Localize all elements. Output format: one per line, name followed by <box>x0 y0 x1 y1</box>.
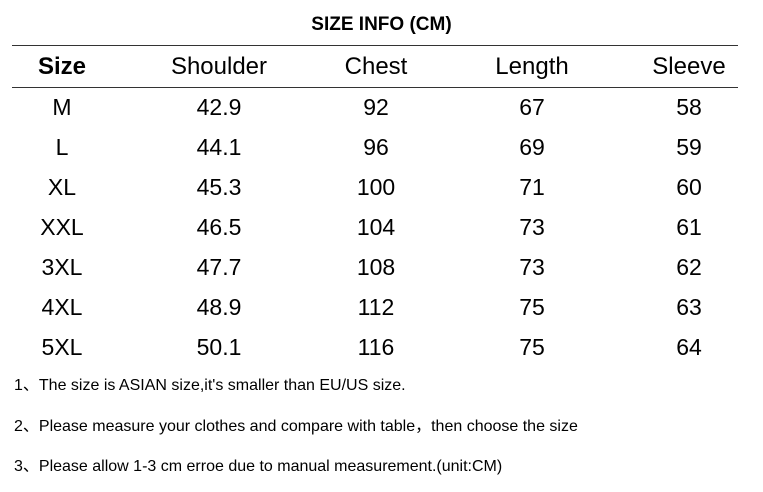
table-cell: 75 <box>519 294 545 320</box>
header-cell: Length <box>495 53 569 80</box>
table-cell: 63 <box>676 294 702 320</box>
table-cell: 42.9 <box>196 94 242 120</box>
table-cell: 5XL <box>41 334 83 360</box>
table-cell: 71 <box>519 174 545 200</box>
table-cell: 116 <box>357 334 395 360</box>
table-cell: 67 <box>519 94 545 120</box>
table-cell: 112 <box>357 294 395 320</box>
table-cell: 73 <box>519 254 545 280</box>
table-cell: 48.9 <box>196 294 242 320</box>
table-title: SIZE INFO (CM) <box>311 14 452 35</box>
table-cell: 58 <box>676 94 702 120</box>
header-cell: Chest <box>344 53 408 80</box>
table-cell: 69 <box>519 134 545 160</box>
table-cell: 75 <box>519 334 545 360</box>
table-cell: 47.7 <box>196 254 242 280</box>
header-cell: Sleeve <box>652 53 726 80</box>
table-cell: XL <box>47 174 77 200</box>
table-cell: XXL <box>40 214 84 240</box>
table-cell: 62 <box>676 254 702 280</box>
table-cell: 46.5 <box>196 214 242 240</box>
table-cell: 45.3 <box>196 174 242 200</box>
table-cell: 44.1 <box>196 134 242 160</box>
note-line: 1、The size is ASIAN size,it's smaller th… <box>14 377 406 394</box>
table-cell: M <box>52 94 72 120</box>
header-rule <box>12 87 738 88</box>
table-cell: 64 <box>676 334 702 360</box>
note-line: 3、Please allow 1-3 cm erroe due to manua… <box>14 458 503 475</box>
table-cell: 104 <box>356 214 396 240</box>
table-cell: 100 <box>356 174 396 200</box>
table-cell: 73 <box>519 214 545 240</box>
table-cell: 96 <box>363 134 389 160</box>
table-cell: 60 <box>676 174 702 200</box>
top-rule <box>12 45 738 46</box>
table-cell: 61 <box>676 214 702 240</box>
header-cell: Shoulder <box>170 53 268 80</box>
table-cell: 4XL <box>41 294 83 320</box>
header-cell: Size <box>37 53 87 80</box>
table-cell: 108 <box>356 254 396 280</box>
table-cell: L <box>55 134 69 160</box>
table-cell: 92 <box>363 94 389 120</box>
table-cell: 50.1 <box>196 334 242 360</box>
table-cell: 3XL <box>41 254 83 280</box>
note-line: 2、Please measure your clothes and compar… <box>14 417 578 435</box>
table-cell: 59 <box>676 134 702 160</box>
